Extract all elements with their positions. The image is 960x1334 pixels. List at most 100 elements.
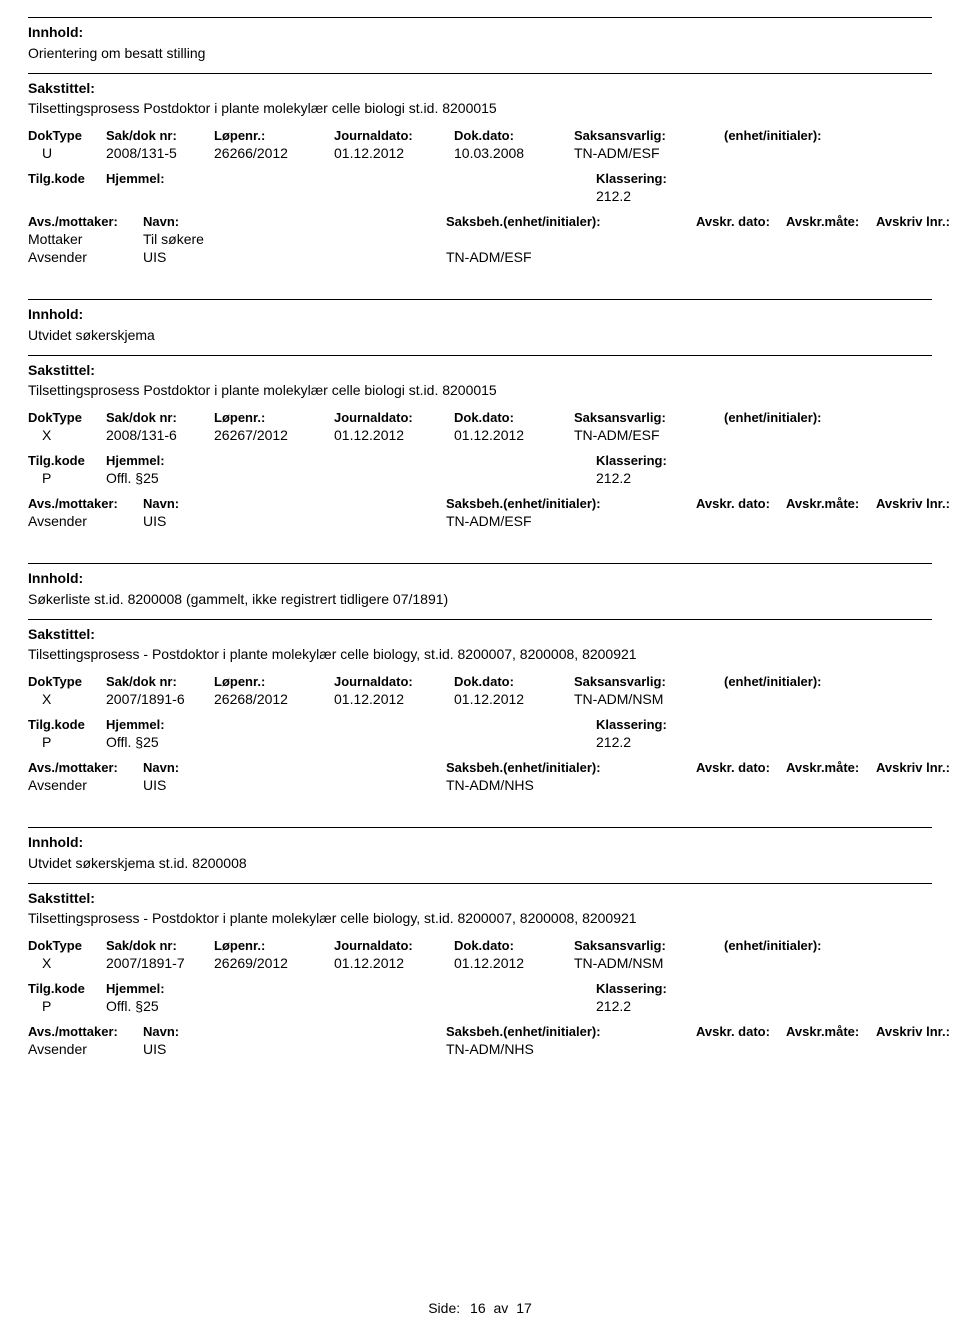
- party-avskr-dato: [696, 231, 786, 247]
- klassering-value: 212.2: [596, 188, 896, 204]
- sakstittel-label: Sakstittel:: [28, 626, 932, 642]
- lopenr-label: Løpenr.:: [214, 938, 334, 953]
- tilgkode-label: Tilg.kode: [28, 453, 106, 468]
- page-current: 16: [470, 1300, 486, 1316]
- tilgkode-label: Tilg.kode: [28, 171, 106, 186]
- meta-header-row: DokType Sak/dok nr: Løpenr.: Journaldato…: [28, 410, 932, 425]
- innhold-label: Innhold:: [28, 306, 932, 322]
- meta-value-row: U 2008/131-5 26266/2012 01.12.2012 10.03…: [28, 145, 932, 161]
- innhold-text: Utvidet søkerskjema: [28, 327, 932, 343]
- enhetinitialer-label: (enhet/initialer):: [724, 674, 904, 689]
- avskrmate-label: Avskr.måte:: [786, 1024, 876, 1039]
- hjemmel-label: Hjemmel:: [106, 981, 446, 996]
- saksbeh-label: Saksbeh.(enhet/initialer):: [446, 214, 696, 229]
- innhold-label: Innhold:: [28, 570, 932, 586]
- innhold-text: Søkerliste st.id. 8200008 (gammelt, ikke…: [28, 591, 932, 607]
- party-role: Avsender: [28, 249, 143, 265]
- party-name: UIS: [143, 777, 446, 793]
- tilgkode-value: P: [28, 734, 106, 750]
- sakstittel-label: Sakstittel:: [28, 80, 932, 96]
- journaldato-value: 01.12.2012: [334, 145, 454, 161]
- sakdoknr-value: 2008/131-5: [106, 145, 214, 161]
- journaldato-value: 01.12.2012: [334, 427, 454, 443]
- party-saksbeh: [446, 231, 696, 247]
- doktype-label: DokType: [28, 674, 106, 689]
- innhold-text: Utvidet søkerskjema st.id. 8200008: [28, 855, 932, 871]
- dokdato-label: Dok.dato:: [454, 674, 574, 689]
- enhetinitialer-value: [724, 955, 904, 971]
- divider: [28, 563, 932, 564]
- side-label: Side:: [428, 1300, 460, 1316]
- party-name: UIS: [143, 513, 446, 529]
- klassering-value: 212.2: [596, 998, 896, 1014]
- meta-value-row: X 2007/1891-7 26269/2012 01.12.2012 01.1…: [28, 955, 932, 971]
- party-avskr-dato: [696, 777, 786, 793]
- lopenr-value: 26266/2012: [214, 145, 334, 161]
- sakdoknr-value: 2007/1891-7: [106, 955, 214, 971]
- party-avskriv-lnr: [876, 1041, 956, 1057]
- navn-label: Navn:: [143, 760, 446, 775]
- saksansvarlig-label: Saksansvarlig:: [574, 938, 724, 953]
- avs-header-row: Avs./mottaker: Navn: Saksbeh.(enhet/init…: [28, 760, 932, 775]
- party-saksbeh: TN-ADM/NHS: [446, 777, 696, 793]
- party-avskr-mate: [786, 249, 876, 265]
- tilgkode-label: Tilg.kode: [28, 717, 106, 732]
- lopenr-value: 26269/2012: [214, 955, 334, 971]
- divider: [28, 17, 932, 18]
- tilgkode-value: P: [28, 470, 106, 486]
- divider: [28, 355, 932, 356]
- doktype-value: X: [28, 427, 106, 443]
- sakdoknr-label: Sak/dok nr:: [106, 128, 214, 143]
- sakdoknr-label: Sak/dok nr:: [106, 674, 214, 689]
- divider: [28, 827, 932, 828]
- avskrdato-label: Avskr. dato:: [696, 1024, 786, 1039]
- party-avskr-dato: [696, 1041, 786, 1057]
- saksansvarlig-label: Saksansvarlig:: [574, 674, 724, 689]
- lopenr-label: Løpenr.:: [214, 410, 334, 425]
- divider: [28, 299, 932, 300]
- lopenr-value: 26267/2012: [214, 427, 334, 443]
- tilg-value-row: P Offl. §25 212.2: [28, 998, 932, 1014]
- dokdato-label: Dok.dato:: [454, 128, 574, 143]
- dokdato-value: 10.03.2008: [454, 145, 574, 161]
- saksansvarlig-value: TN-ADM/NSM: [574, 691, 724, 707]
- avskrdato-label: Avskr. dato:: [696, 214, 786, 229]
- journaldato-label: Journaldato:: [334, 128, 454, 143]
- hjemmel-value: Offl. §25: [106, 470, 446, 486]
- party-name: Til søkere: [143, 231, 446, 247]
- enhetinitialer-label: (enhet/initialer):: [724, 128, 904, 143]
- tilgkode-value: [28, 188, 106, 204]
- sakstittel-text: Tilsettingsprosess Postdoktor i plante m…: [28, 100, 932, 116]
- avsmottaker-label: Avs./mottaker:: [28, 1024, 143, 1039]
- meta-value-row: X 2007/1891-6 26268/2012 01.12.2012 01.1…: [28, 691, 932, 707]
- party-avskriv-lnr: [876, 249, 956, 265]
- sakdoknr-value: 2007/1891-6: [106, 691, 214, 707]
- innhold-text: Orientering om besatt stilling: [28, 45, 932, 61]
- hjemmel-label: Hjemmel:: [106, 717, 446, 732]
- journal-record: Innhold: Orientering om besatt stilling …: [28, 17, 932, 265]
- divider: [28, 619, 932, 620]
- hjemmel-label: Hjemmel:: [106, 171, 446, 186]
- party-role: Avsender: [28, 1041, 143, 1057]
- party-avskriv-lnr: [876, 777, 956, 793]
- avsmottaker-label: Avs./mottaker:: [28, 760, 143, 775]
- party-name: UIS: [143, 249, 446, 265]
- divider: [28, 73, 932, 74]
- party-role: Avsender: [28, 777, 143, 793]
- party-row: Avsender UIS TN-ADM/NHS: [28, 777, 932, 793]
- party-avskr-dato: [696, 513, 786, 529]
- meta-header-row: DokType Sak/dok nr: Løpenr.: Journaldato…: [28, 674, 932, 689]
- avskrdato-label: Avskr. dato:: [696, 760, 786, 775]
- avskrivlnr-label: Avskriv lnr.:: [876, 760, 956, 775]
- avs-header-row: Avs./mottaker: Navn: Saksbeh.(enhet/init…: [28, 496, 932, 511]
- enhetinitialer-value: [724, 145, 904, 161]
- sakdoknr-value: 2008/131-6: [106, 427, 214, 443]
- party-saksbeh: TN-ADM/NHS: [446, 1041, 696, 1057]
- sakdoknr-label: Sak/dok nr:: [106, 938, 214, 953]
- tilg-value-row: P Offl. §25 212.2: [28, 470, 932, 486]
- meta-header-row: DokType Sak/dok nr: Løpenr.: Journaldato…: [28, 128, 932, 143]
- party-avskr-mate: [786, 777, 876, 793]
- sakstittel-text: Tilsettingsprosess - Postdoktor i plante…: [28, 646, 932, 662]
- tilgkode-value: P: [28, 998, 106, 1014]
- divider: [28, 883, 932, 884]
